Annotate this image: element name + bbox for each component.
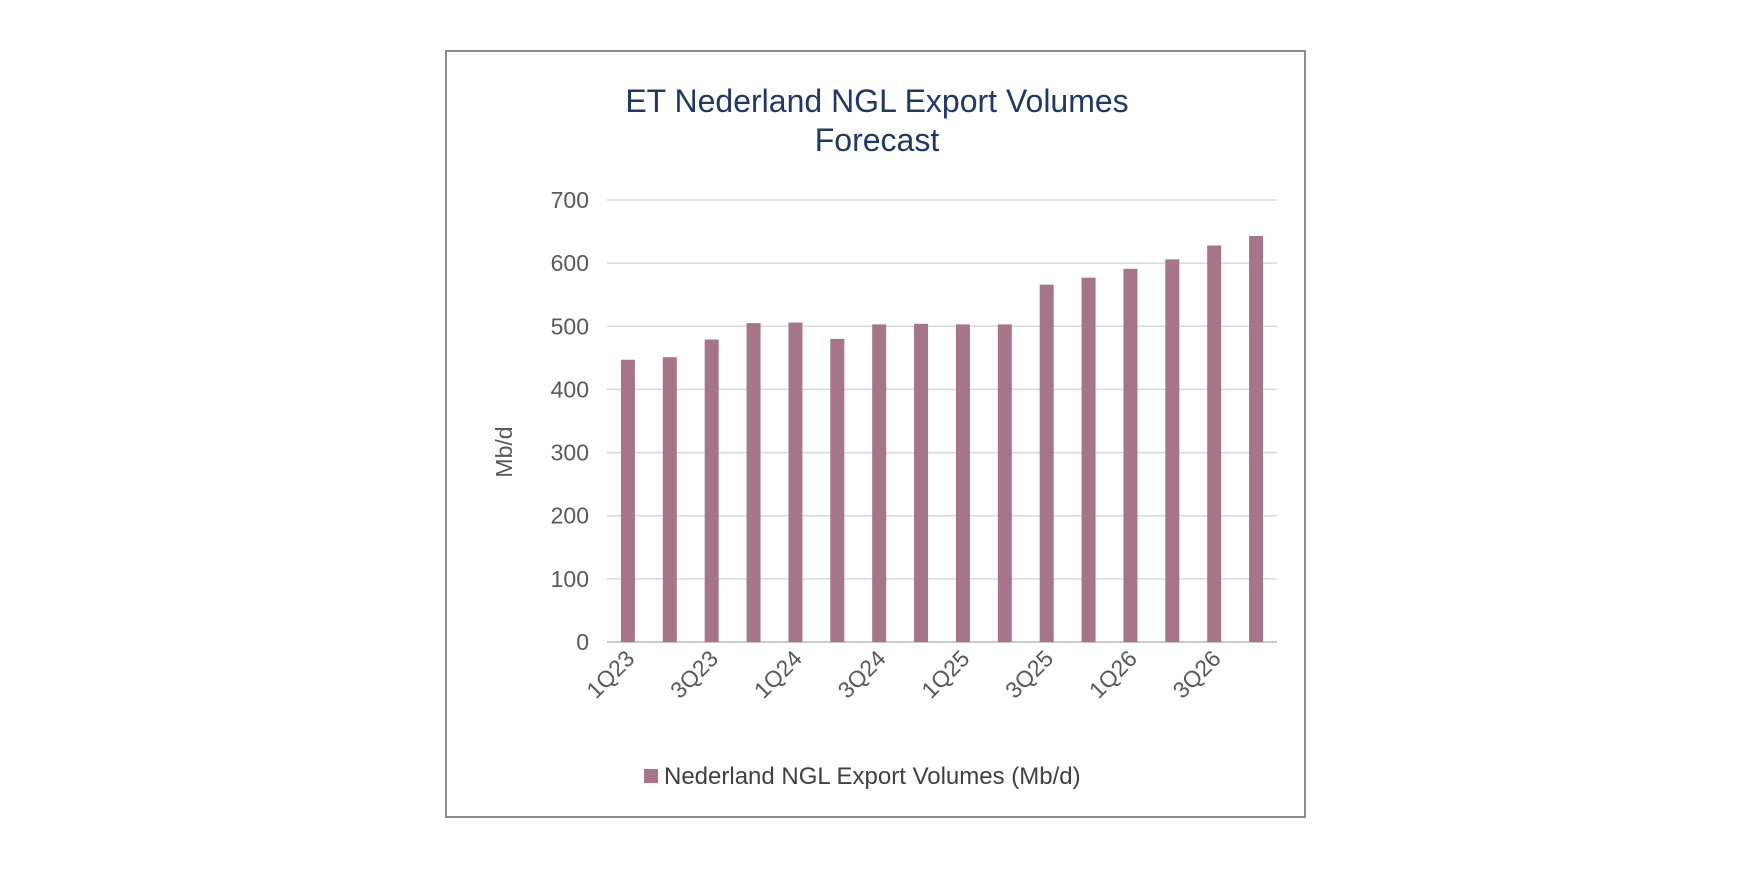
y-tick-label: 700 <box>551 187 589 213</box>
y-tick-label: 400 <box>551 376 589 402</box>
bar <box>662 357 677 642</box>
bar <box>788 322 803 642</box>
bars <box>620 235 1264 642</box>
chart-frame: ET Nederland NGL Export Volumes Forecast… <box>445 50 1306 818</box>
legend: Nederland NGL Export Volumes (Mb/d) <box>644 763 1081 790</box>
y-axis-ticks: 0 100 200 300 400 500 600 700 <box>551 187 589 655</box>
x-tick-label: 3Q25 <box>1000 645 1058 703</box>
y-tick-label: 100 <box>551 566 589 592</box>
bar <box>704 339 719 642</box>
x-axis-ticks: 1Q23 3Q23 1Q24 3Q24 1Q25 3Q25 1Q26 3Q26 <box>581 645 1225 703</box>
bar <box>914 323 929 642</box>
legend-swatch <box>644 769 658 783</box>
y-tick-label: 500 <box>551 313 589 339</box>
y-tick-label: 200 <box>551 503 589 529</box>
bar <box>746 323 761 642</box>
legend-label: Nederland NGL Export Volumes (Mb/d) <box>664 763 1081 790</box>
x-tick-label: 3Q26 <box>1168 645 1226 703</box>
y-tick-label: 0 <box>576 629 589 655</box>
bar <box>1207 245 1222 642</box>
bar <box>1165 259 1180 642</box>
bar <box>997 324 1012 642</box>
bar <box>955 324 970 642</box>
bar <box>1081 277 1096 642</box>
x-tick-label: 1Q24 <box>749 645 807 703</box>
x-tick-label: 3Q23 <box>665 645 723 703</box>
y-axis-label: Mb/d <box>491 426 517 477</box>
bar <box>830 338 845 642</box>
y-tick-label: 600 <box>551 250 589 276</box>
x-tick-label: 3Q24 <box>833 645 891 703</box>
bar-chart: ET Nederland NGL Export Volumes Forecast… <box>491 83 1277 790</box>
bar <box>1249 235 1264 642</box>
bar <box>1039 284 1054 642</box>
bar <box>1123 268 1138 642</box>
bar <box>620 359 635 642</box>
x-tick-label: 1Q26 <box>1084 645 1142 703</box>
bar <box>872 324 887 642</box>
x-tick-label: 1Q23 <box>581 645 639 703</box>
chart-title-line-1: ET Nederland NGL Export Volumes <box>625 83 1128 119</box>
x-tick-label: 1Q25 <box>916 645 974 703</box>
chart-title-line-2: Forecast <box>815 122 940 158</box>
y-tick-label: 300 <box>551 440 589 466</box>
